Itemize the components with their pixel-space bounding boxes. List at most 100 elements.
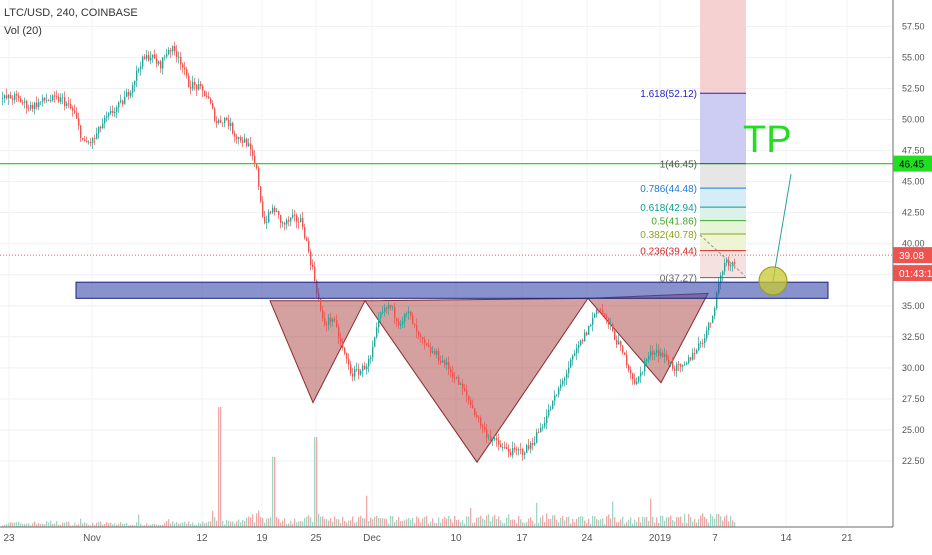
volume-bar	[446, 518, 448, 527]
candle-body	[544, 422, 546, 427]
candle-body	[140, 66, 142, 69]
candle-body	[476, 414, 478, 418]
candle-body	[46, 100, 48, 101]
volume-bar	[264, 522, 266, 527]
candle-body	[540, 427, 542, 433]
candle-body	[268, 211, 270, 223]
volume-bar	[562, 515, 564, 527]
volume-bar	[682, 523, 684, 527]
fib-label-1: 1(46.45)	[660, 160, 697, 171]
candle-body	[276, 210, 278, 212]
volume-bar	[480, 515, 482, 527]
fib-levels: 1.618(52.12) 1(46.45) 0.786(44.48) 0.618(42…	[640, 89, 746, 285]
candle-body	[610, 324, 612, 326]
volume-bar	[106, 522, 108, 527]
candle-body	[692, 352, 694, 360]
candle-body	[314, 267, 316, 281]
candle-body	[56, 96, 58, 98]
volume-bar	[110, 522, 112, 527]
candle-body	[34, 102, 36, 109]
candle-body	[530, 443, 532, 449]
candle-body	[390, 305, 392, 308]
candle-body	[94, 138, 96, 139]
candle-body	[648, 355, 650, 360]
volume-bar	[332, 521, 334, 527]
candle-body	[454, 377, 456, 379]
candle-body	[266, 222, 268, 223]
candle-body	[290, 217, 292, 222]
volume-bar	[362, 518, 364, 527]
candle-body	[12, 98, 14, 100]
volume-bar	[358, 516, 360, 527]
symbol-title: LTC/USD, 240, COINBASE	[4, 7, 138, 19]
candle-body	[324, 318, 326, 325]
candle-body	[628, 365, 630, 371]
volume-bar	[74, 522, 76, 527]
candle-body	[30, 104, 32, 109]
candle-body	[64, 97, 66, 106]
volume-bar	[630, 517, 632, 527]
volume-bar	[530, 517, 532, 527]
volume-bar	[126, 522, 128, 527]
candle-body	[218, 120, 220, 123]
volume-bar	[500, 520, 502, 527]
price-tags: 46.45 39.08 01:43:17	[893, 155, 932, 282]
candle-body	[582, 340, 584, 342]
candle-body	[122, 100, 124, 105]
volume-bar	[192, 522, 194, 527]
candle-body	[298, 221, 300, 223]
volume-bar	[512, 519, 514, 527]
candle-body	[466, 390, 468, 396]
volume-bar	[32, 523, 34, 527]
candle-body	[690, 357, 692, 360]
fib-zones	[700, 0, 746, 278]
candle-body	[132, 85, 134, 93]
volume-bar	[316, 437, 318, 527]
volume-bar	[212, 511, 214, 527]
candle-body	[570, 359, 572, 368]
volume-bar	[390, 515, 392, 527]
volume-bar	[616, 522, 618, 527]
volume-bar	[434, 523, 436, 527]
candle-body	[234, 133, 236, 137]
candle-body	[198, 83, 200, 90]
candle-body	[32, 104, 34, 109]
candle-body	[468, 395, 470, 401]
candle-body	[10, 94, 12, 99]
volume-bar	[464, 523, 466, 527]
candle-body	[724, 262, 726, 272]
volume-bar	[184, 521, 186, 527]
candle-body	[654, 352, 656, 355]
volume-bar	[400, 521, 402, 527]
candle-body	[200, 83, 202, 86]
volume-bar	[68, 521, 70, 527]
y-tick-label-12: 52.50	[902, 83, 925, 93]
candle-body	[634, 378, 636, 384]
volume-bar	[580, 516, 582, 527]
volume-bar	[574, 522, 576, 527]
candle-body	[308, 240, 310, 252]
candle-body	[650, 351, 652, 356]
x-tick-label-11: 14	[780, 533, 792, 544]
volume-bar	[384, 518, 386, 527]
fib-label-6: 0.236(39.44)	[640, 247, 697, 258]
volume-bar	[528, 518, 530, 527]
candle-body	[606, 315, 608, 318]
volume-bar	[532, 520, 534, 527]
candle-body	[16, 94, 18, 96]
volume-bar	[600, 519, 602, 527]
volume-bar	[116, 524, 118, 527]
candle-body	[528, 445, 530, 449]
candle-body	[182, 64, 184, 68]
volume-bar	[550, 518, 552, 527]
volume-bar	[598, 520, 600, 527]
candle-body	[164, 56, 166, 58]
volume-bar	[422, 518, 424, 527]
volume-bar	[394, 522, 396, 527]
candle-body	[614, 331, 616, 340]
candle-body	[470, 400, 472, 405]
candle-body	[624, 352, 626, 355]
candle-body	[494, 438, 496, 440]
volume-bar	[56, 520, 58, 527]
